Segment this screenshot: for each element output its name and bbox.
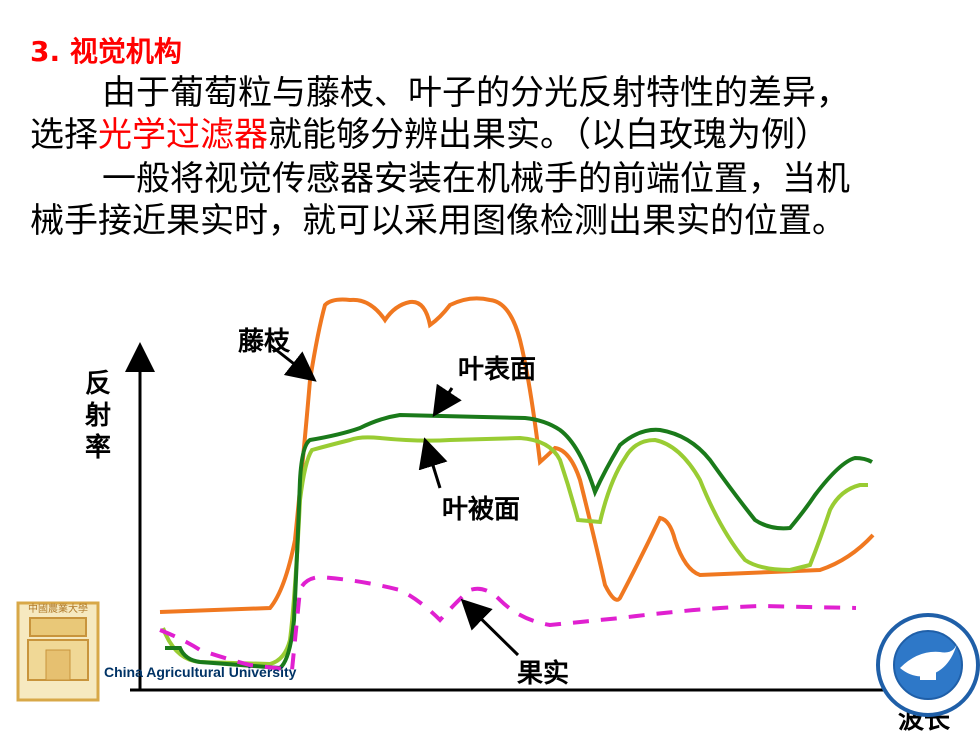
paragraph-1-line-1: 由于葡萄粒与藤枝、叶子的分光反射特性的差异，	[102, 73, 850, 113]
leaf-back-arrow	[418, 437, 448, 489]
paragraph-2-line-1: 一般将视觉传感器安装在机械手的前端位置，当机	[102, 159, 850, 199]
svg-text:中國農業大學: 中國農業大學	[28, 602, 88, 615]
y-label-char-2: 射	[84, 401, 111, 431]
slide-title: 3. 视觉机构	[30, 35, 182, 68]
curve-vine	[159, 296, 875, 614]
college-logo-right	[876, 613, 980, 717]
paragraph-2-line-2: 械手接近果实时，就可以采用图像检测出果实的位置。	[30, 201, 846, 241]
fruit-arrow	[460, 598, 520, 657]
university-logo-left: 中國農業大學	[16, 601, 100, 702]
highlight-optical-filter: 光学过滤器	[98, 115, 268, 155]
label-fruit: 果实	[517, 658, 569, 689]
curve-fruit	[159, 574, 857, 673]
paragraph-1: 由于葡萄粒与藤枝、叶子的分光反射特性的差异， 选择光学过滤器就能够分辨出果实。（…	[30, 72, 850, 156]
curve-leaf-back	[161, 435, 868, 667]
label-vine: 藤枝	[238, 327, 291, 357]
logo-university-name: China Agricultural University	[104, 664, 297, 680]
label-leaf-front: 叶表面	[458, 355, 536, 385]
y-label-char-1: 反	[85, 369, 111, 399]
label-leaf-back: 叶被面	[442, 495, 520, 525]
leaf-front-arrow	[432, 383, 462, 417]
curve-leaf-front	[165, 412, 873, 671]
paragraph-2: 一般将视觉传感器安装在机械手的前端位置，当机 械手接近果实时，就可以采用图像检测…	[30, 158, 850, 242]
y-axis-label: 反 射 率	[84, 369, 120, 463]
vine-arrow	[269, 343, 317, 382]
paragraph-1-line-2: 选择光学过滤器就能够分辨出果实。（以白玫瑰为例）	[30, 115, 829, 155]
y-label-char-3: 率	[85, 432, 111, 463]
logo-bird-icon	[900, 640, 958, 677]
